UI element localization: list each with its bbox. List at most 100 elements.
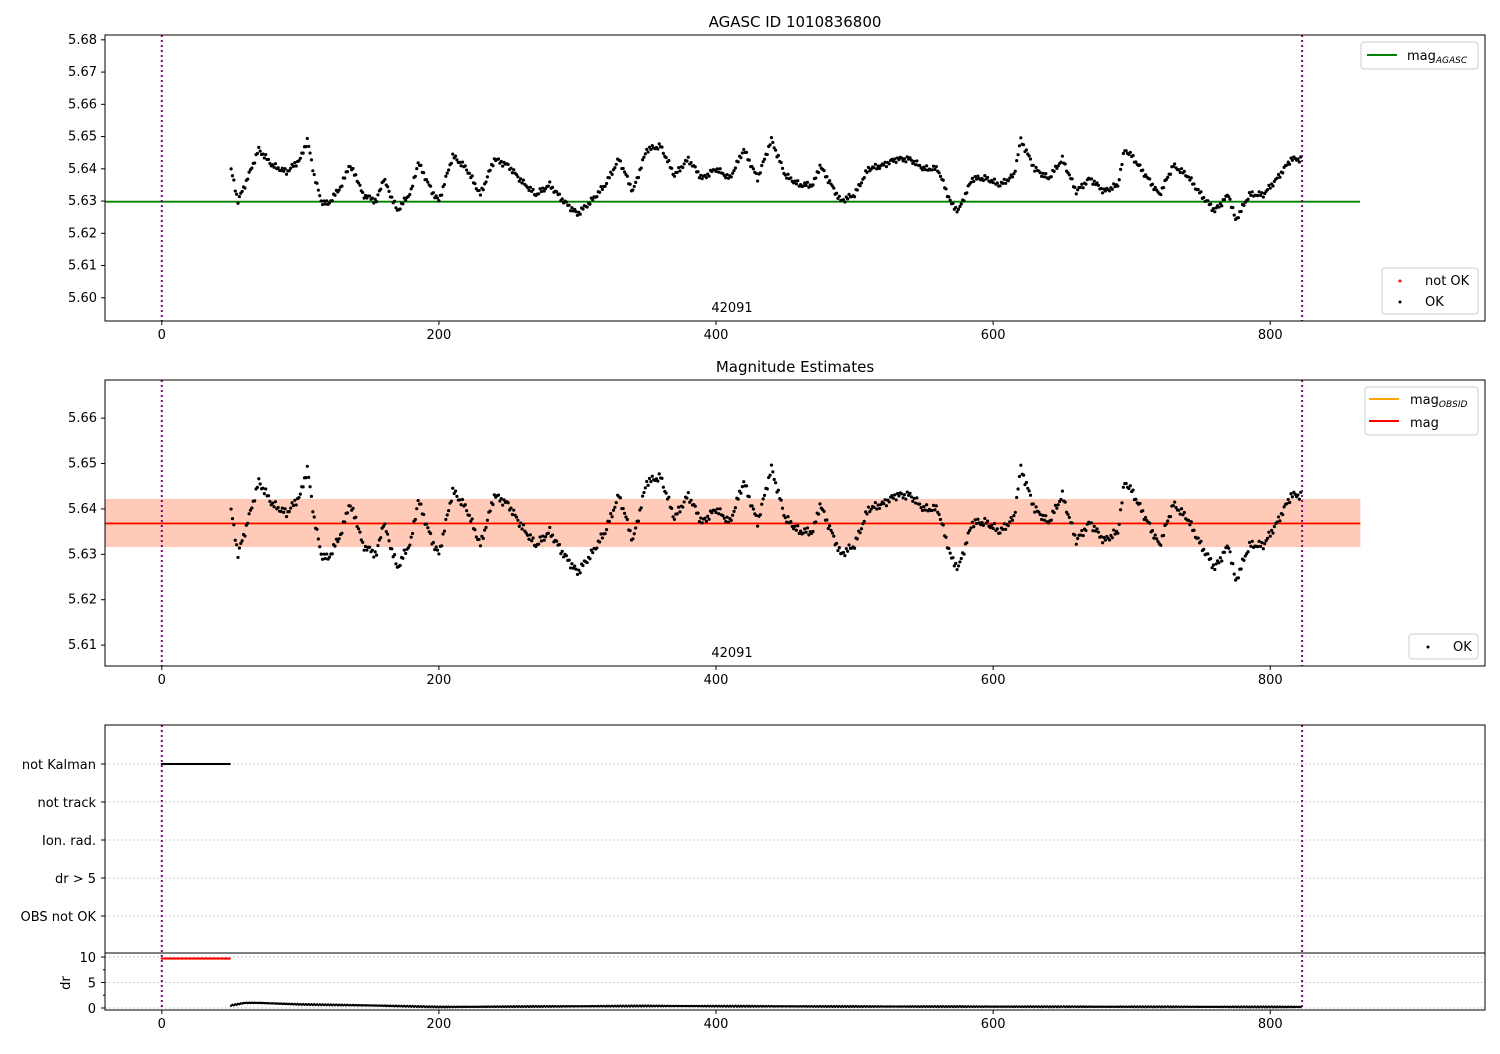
data-point-ok <box>1107 189 1112 193</box>
data-point-ok <box>458 160 462 164</box>
data-point-ok <box>794 182 798 186</box>
data-point-ok <box>661 485 665 489</box>
data-point-ok <box>304 144 308 149</box>
panel-title: Magnitude Estimates <box>716 358 874 376</box>
data-point-ok <box>1081 186 1085 190</box>
data-point-ok <box>293 498 297 502</box>
data-point-ok <box>521 523 526 527</box>
data-point-ok <box>1099 186 1103 191</box>
y-tick-label: 5.64 <box>68 502 97 517</box>
x-tick-label: 400 <box>704 328 729 343</box>
data-point-ok <box>843 200 847 204</box>
data-point-ok <box>351 506 355 510</box>
data-point-ok <box>465 168 469 172</box>
data-point-ok <box>320 557 325 561</box>
data-point-ok <box>574 567 578 571</box>
data-point-ok <box>431 540 435 545</box>
data-point-ok <box>955 567 959 572</box>
data-point-ok <box>846 549 850 553</box>
data-point-ok <box>740 485 744 489</box>
data-point-ok <box>598 540 602 544</box>
data-point-ok <box>247 512 251 516</box>
data-point-ok <box>538 535 542 539</box>
data-point-ok <box>632 532 636 536</box>
data-point-ok <box>402 196 406 200</box>
data-point-ok <box>970 176 974 180</box>
data-point-ok <box>868 509 872 514</box>
data-point-ok <box>491 502 495 507</box>
data-point-ok <box>829 528 833 532</box>
data-point-ok <box>625 174 629 178</box>
data-point-ok <box>646 483 650 487</box>
data-point-ok <box>336 540 340 544</box>
data-point-ok <box>837 546 841 550</box>
data-point-ok <box>783 516 787 520</box>
data-point-ok <box>1001 181 1005 185</box>
data-point-ok <box>506 501 510 505</box>
data-point-ok <box>722 516 726 520</box>
data-point-ok <box>902 493 907 497</box>
data-point-ok <box>852 195 857 199</box>
data-point-ok <box>264 487 268 491</box>
data-point-ok <box>370 196 375 200</box>
data-point-ok <box>828 179 832 183</box>
data-point-ok <box>334 537 338 541</box>
data-point-ok <box>394 562 398 566</box>
data-point-ok <box>992 521 997 526</box>
data-point-ok <box>1042 175 1046 179</box>
data-point-ok <box>548 525 552 530</box>
data-point-ok <box>525 185 530 190</box>
legend-lines: magAGASC <box>1360 41 1479 70</box>
data-point-ok <box>404 198 408 202</box>
svg-text:mag: mag <box>1410 416 1439 431</box>
data-point-ok <box>358 183 362 187</box>
data-point-ok <box>546 184 550 188</box>
data-point-ok <box>751 507 756 511</box>
data-point-ok <box>1239 567 1243 571</box>
data-point-ok <box>415 507 419 511</box>
data-point-ok <box>696 170 700 174</box>
data-point-ok <box>1121 485 1125 489</box>
data-point-ok <box>912 496 916 500</box>
data-point-ok <box>1004 181 1008 185</box>
data-point-ok <box>1247 540 1252 545</box>
data-point-ok <box>379 187 383 191</box>
data-point-ok <box>368 545 372 549</box>
data-point-ok <box>514 515 519 519</box>
data-point-ok <box>765 152 769 157</box>
data-point-ok <box>678 169 682 173</box>
data-point-ok <box>560 549 564 553</box>
data-point-ok <box>1017 474 1022 479</box>
data-point-ok <box>359 538 363 542</box>
data-point-ok <box>704 519 708 523</box>
data-point-ok <box>548 180 552 184</box>
data-point-ok <box>1040 517 1044 522</box>
data-point-ok <box>985 175 990 180</box>
data-point-ok <box>1275 176 1279 180</box>
data-point-ok <box>656 479 660 483</box>
x-tick-label: 800 <box>1258 673 1283 688</box>
data-point-ok <box>1258 193 1263 198</box>
data-point-ok <box>392 553 397 557</box>
data-point-ok <box>937 171 941 175</box>
data-point-ok <box>1164 522 1168 526</box>
data-point-ok <box>1293 492 1297 496</box>
data-point-ok <box>1141 509 1145 513</box>
data-point-ok <box>544 535 548 539</box>
data-point-ok <box>343 176 347 180</box>
data-point-ok <box>445 171 449 175</box>
data-point-ok <box>426 526 430 530</box>
data-point-ok <box>287 169 291 173</box>
data-point-ok <box>933 508 937 512</box>
data-point-ok <box>859 527 864 531</box>
data-point-ok <box>361 540 365 544</box>
data-point-ok <box>527 188 531 192</box>
data-point-ok <box>564 554 568 558</box>
data-point-ok <box>272 165 276 169</box>
data-point-ok <box>577 568 581 572</box>
data-point-ok <box>760 163 764 168</box>
data-point-ok <box>1127 486 1131 491</box>
data-point-ok <box>1281 513 1285 517</box>
data-point-ok <box>869 507 873 511</box>
x-tick-label: 0 <box>158 673 166 688</box>
